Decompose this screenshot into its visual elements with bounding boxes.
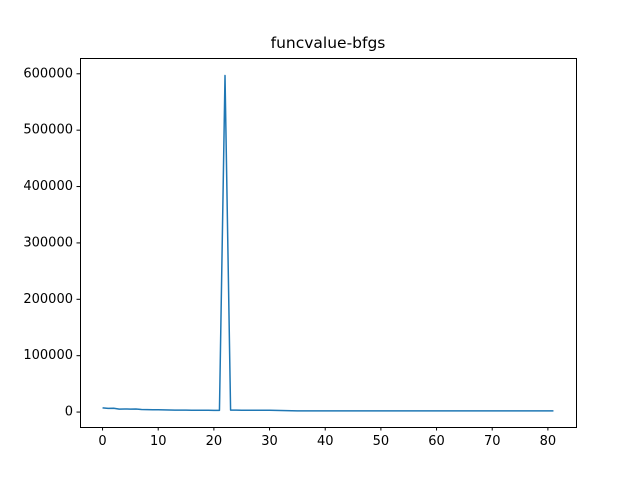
- plot-area-frame: [80, 58, 577, 428]
- y-tick-label: 100000: [23, 348, 73, 363]
- x-axis-ticks: 0 10 20 30 40 50 60 70 80: [98, 427, 556, 449]
- y-axis-ticks: 0 100000 200000 300000 400000 500000 600000: [23, 66, 80, 420]
- x-tick-label: 0: [98, 434, 106, 449]
- y-tick-label: 0: [65, 405, 73, 420]
- x-tick-label: 40: [317, 434, 334, 449]
- x-tick-label: 70: [484, 434, 501, 449]
- series-line-0: [102, 74, 554, 412]
- x-tick-label: 20: [206, 434, 223, 449]
- chart-title: funcvalue-bfgs: [271, 34, 386, 52]
- x-tick-label: 80: [540, 434, 557, 449]
- x-tick-label: 30: [261, 434, 278, 449]
- y-tick-label: 600000: [23, 66, 73, 81]
- y-tick-label: 500000: [23, 123, 73, 138]
- x-tick-label: 10: [150, 434, 167, 449]
- series-layer: [102, 74, 554, 412]
- y-tick-label: 400000: [23, 179, 73, 194]
- y-tick-label: 300000: [23, 235, 73, 250]
- x-tick-label: 50: [373, 434, 390, 449]
- y-tick-label: 200000: [23, 292, 73, 307]
- x-tick-label: 60: [428, 434, 445, 449]
